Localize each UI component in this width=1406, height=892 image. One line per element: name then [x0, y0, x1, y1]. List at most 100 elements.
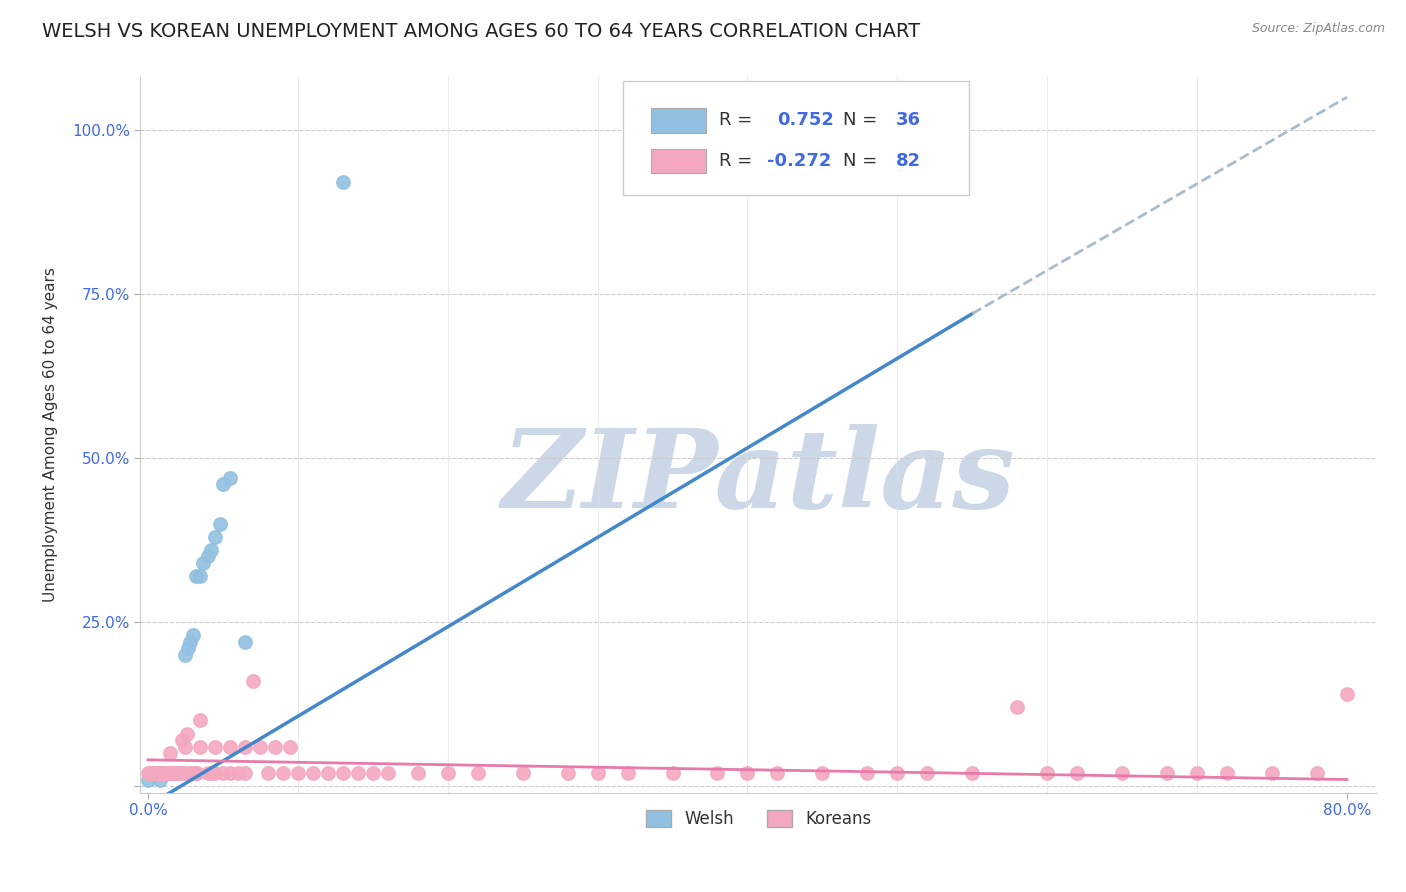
Point	[153, 766, 176, 780]
Point	[141, 766, 163, 780]
Point	[1156, 766, 1178, 780]
Point	[287, 766, 309, 780]
Point	[361, 766, 384, 780]
Point	[316, 766, 339, 780]
Text: 82: 82	[896, 153, 921, 170]
Point	[150, 766, 173, 780]
Point	[737, 766, 759, 780]
Point	[886, 766, 908, 780]
Point	[190, 569, 212, 583]
Point	[204, 739, 226, 754]
Point	[226, 766, 249, 780]
Point	[856, 766, 879, 780]
Point	[256, 766, 278, 780]
Point	[301, 766, 323, 780]
Point	[179, 766, 201, 780]
Point	[436, 766, 458, 780]
Point	[174, 739, 197, 754]
Point	[181, 628, 204, 642]
Text: -0.272: -0.272	[768, 153, 832, 170]
Point	[159, 766, 181, 780]
Point	[249, 739, 271, 754]
Point	[157, 766, 180, 780]
Point	[165, 766, 187, 780]
Point	[146, 766, 169, 780]
Text: N =: N =	[842, 153, 883, 170]
Point	[165, 766, 187, 780]
Point	[159, 766, 181, 780]
Point	[264, 739, 287, 754]
Point	[148, 766, 170, 780]
Point	[406, 766, 429, 780]
Point	[184, 766, 207, 780]
Point	[149, 772, 172, 787]
Point	[136, 772, 159, 787]
Point	[136, 766, 159, 780]
Point	[200, 542, 222, 557]
Point	[150, 766, 173, 780]
FancyBboxPatch shape	[623, 81, 969, 195]
Point	[242, 674, 264, 689]
Point	[1066, 766, 1088, 780]
Point	[193, 556, 215, 570]
Point	[616, 766, 638, 780]
Point	[145, 766, 167, 780]
Point	[811, 766, 834, 780]
Point	[162, 766, 184, 780]
Point	[153, 766, 176, 780]
Point	[197, 766, 219, 780]
Point	[233, 766, 256, 780]
Point	[139, 766, 162, 780]
Point	[1111, 766, 1133, 780]
Point	[170, 766, 193, 780]
Point	[1185, 766, 1208, 780]
Point	[1005, 700, 1028, 714]
Point	[233, 739, 256, 754]
Legend: Welsh, Koreans: Welsh, Koreans	[640, 803, 879, 834]
Point	[167, 766, 190, 780]
Point	[512, 766, 534, 780]
Text: R =: R =	[718, 112, 758, 129]
Point	[204, 530, 226, 544]
Point	[152, 766, 174, 780]
Point	[1036, 766, 1059, 780]
Point	[1216, 766, 1239, 780]
Point	[586, 766, 609, 780]
Point	[141, 766, 163, 780]
Point	[190, 714, 212, 728]
Point	[157, 766, 180, 780]
Point	[152, 766, 174, 780]
Point	[142, 766, 165, 780]
Text: WELSH VS KOREAN UNEMPLOYMENT AMONG AGES 60 TO 64 YEARS CORRELATION CHART: WELSH VS KOREAN UNEMPLOYMENT AMONG AGES …	[42, 22, 921, 41]
Point	[219, 739, 242, 754]
Point	[197, 549, 219, 564]
Point	[148, 766, 170, 780]
Point	[156, 766, 179, 780]
Point	[163, 766, 186, 780]
Point	[706, 766, 728, 780]
Y-axis label: Unemployment Among Ages 60 to 64 years: Unemployment Among Ages 60 to 64 years	[44, 268, 58, 602]
Point	[181, 766, 204, 780]
FancyBboxPatch shape	[651, 108, 706, 133]
Point	[179, 634, 201, 648]
Point	[152, 766, 174, 780]
Point	[219, 766, 242, 780]
Point	[160, 766, 183, 780]
Point	[174, 766, 197, 780]
Point	[208, 516, 231, 531]
Point	[661, 766, 683, 780]
Point	[332, 176, 354, 190]
Point	[766, 766, 789, 780]
Point	[159, 766, 181, 780]
Point	[346, 766, 368, 780]
Text: R =: R =	[718, 153, 758, 170]
Text: ZIPatlas: ZIPatlas	[502, 425, 1015, 532]
Point	[377, 766, 399, 780]
Point	[212, 766, 235, 780]
Point	[219, 471, 242, 485]
Point	[162, 766, 184, 780]
Point	[163, 766, 186, 780]
Point	[271, 766, 294, 780]
Point	[138, 766, 160, 780]
Point	[176, 726, 198, 740]
